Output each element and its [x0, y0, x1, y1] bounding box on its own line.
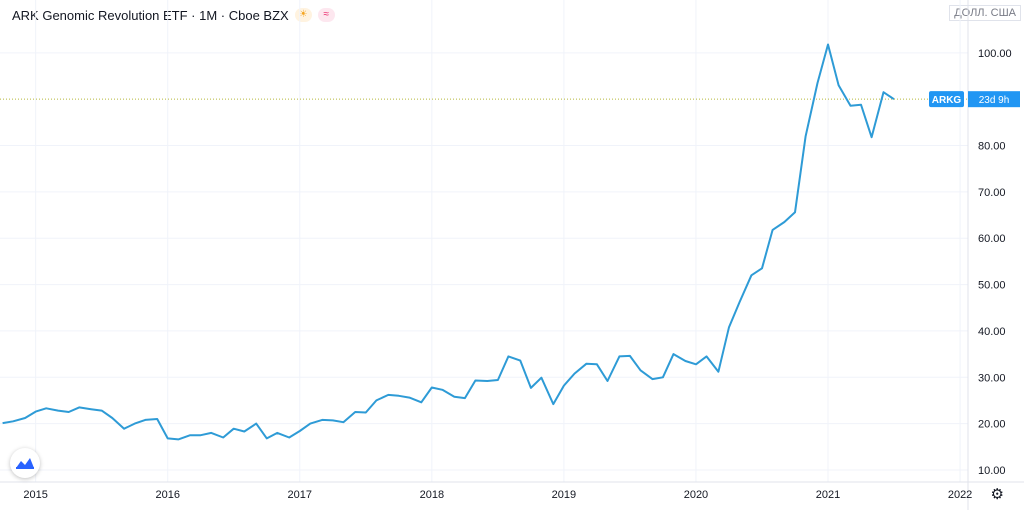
price-label-symbol-bg [929, 91, 964, 108]
y-tick-label: 20.00 [978, 419, 1006, 431]
y-tick-label: 40.00 [978, 326, 1006, 338]
currency-selector[interactable]: ДОЛЛ. США [949, 5, 1021, 21]
x-tick-label: 2019 [552, 489, 576, 501]
last-price-label[interactable]: ARKG 23d 9h [929, 91, 1020, 108]
y-tick-label: 30.00 [978, 372, 1006, 384]
x-tick-label: 2020 [684, 489, 708, 501]
gear-icon[interactable]: ⚙ [990, 486, 1004, 503]
price-label-symbol: ARKG [932, 95, 962, 106]
tradingview-logo-icon[interactable] [10, 448, 40, 478]
price-series-line[interactable] [2, 43, 895, 441]
x-tick-label: 2021 [816, 489, 840, 501]
price-label-countdown: 23d 9h [979, 95, 1010, 106]
y-tick-label: 10.00 [978, 465, 1006, 477]
x-tick-label: 2015 [23, 489, 47, 501]
chart-grid [0, 0, 968, 482]
plot-area [0, 43, 968, 441]
time-scale: 2015 2016 2017 2018 2019 2020 2021 2022 [23, 489, 972, 501]
symbol-title[interactable]: ARK Genomic Revolution ETF · 1M · Cboe B… [12, 7, 289, 23]
x-tick-label: 2016 [155, 489, 179, 501]
y-tick-label: 100.00 [978, 48, 1012, 60]
y-tick-label: 80.00 [978, 141, 1006, 153]
price-label-countdown-bg [968, 91, 1020, 108]
y-tick-label: 50.00 [978, 280, 1006, 292]
price-scale: 10.00 20.00 30.00 40.00 50.00 60.00 70.00 80.00… [978, 48, 1012, 477]
x-tick-label: 2022 [948, 489, 972, 501]
wave-icon[interactable]: ≈ [317, 8, 335, 22]
y-tick-label: 60.00 [978, 233, 1006, 245]
x-tick-label: 2018 [420, 489, 444, 501]
chart-header: ARK Genomic Revolution ETF · 1M · Cboe B… [12, 5, 335, 25]
y-tick-label: 70.00 [978, 187, 1006, 199]
x-tick-label: 2017 [288, 489, 312, 501]
sun-icon[interactable]: ☀ [294, 8, 312, 22]
